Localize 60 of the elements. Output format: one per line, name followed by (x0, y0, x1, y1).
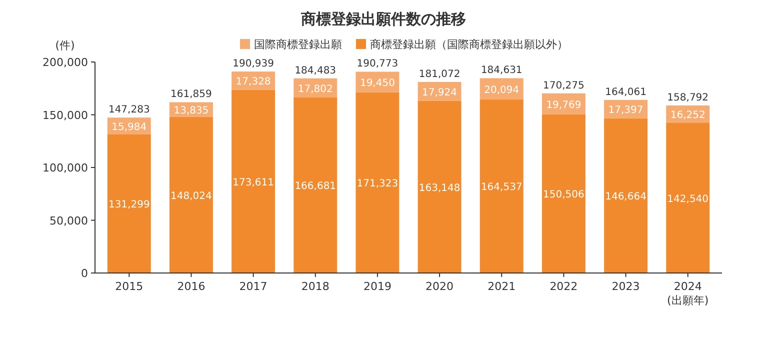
y-tick-label: 0 (81, 267, 88, 280)
total-label: 147,283 (108, 104, 150, 116)
data-label: 166,681 (294, 181, 336, 192)
data-label: 164,537 (480, 182, 522, 194)
x-tick-label: 2023 (612, 280, 640, 293)
x-axis-title: (出願年) (667, 294, 709, 307)
x-tick-label: 2022 (550, 280, 578, 293)
total-label: 181,072 (418, 68, 460, 80)
y-axis-title: (件) (55, 39, 75, 52)
total-label: 190,939 (232, 58, 274, 70)
x-tick-label: 2020 (426, 280, 454, 293)
x-tick-label: 2021 (488, 280, 516, 293)
x-tick-label: 2017 (239, 280, 268, 293)
data-label: 16,252 (670, 110, 706, 122)
data-label: 19,769 (546, 100, 582, 111)
data-label: 146,664 (605, 192, 646, 203)
data-label: 163,148 (418, 182, 460, 194)
x-tick-label: 2018 (301, 280, 330, 293)
x-tick-label: 2016 (177, 280, 206, 293)
bar (107, 134, 151, 273)
legend-label: 商標登録出願（国際商標登録出願以外） (370, 38, 568, 51)
data-label: 131,299 (108, 200, 150, 211)
total-label: 190,773 (356, 58, 398, 70)
chart-title: 商標登録出願件数の推移 (300, 10, 466, 28)
bar (169, 116, 213, 273)
data-label: 148,024 (170, 190, 212, 202)
y-tick-label: 50,000 (50, 214, 88, 228)
data-label: 17,802 (298, 84, 333, 95)
total-label: 170,275 (543, 80, 584, 92)
data-label: 19,450 (360, 78, 395, 89)
y-tick-label: 200,000 (42, 56, 88, 69)
bar (666, 122, 710, 273)
legend-label: 国際商標登録出願 (254, 38, 342, 51)
x-tick-label: 2019 (363, 280, 392, 293)
data-label: 173,611 (232, 177, 274, 188)
data-label: 15,984 (112, 122, 147, 134)
y-tick-label: 150,000 (42, 108, 88, 122)
bar (480, 99, 524, 273)
y-tick-label: 100,000 (42, 162, 88, 174)
total-label: 158,792 (667, 92, 709, 104)
total-label: 161,859 (170, 89, 212, 100)
bar (232, 90, 276, 273)
data-label: 17,397 (608, 105, 644, 116)
bar (542, 114, 586, 273)
x-tick-label: 2024 (674, 280, 702, 293)
data-label: 17,328 (236, 76, 271, 88)
data-label: 13,835 (174, 106, 209, 117)
x-tick-label: 2015 (115, 280, 144, 293)
data-label: 20,094 (484, 84, 520, 96)
data-label: 150,506 (543, 190, 584, 201)
data-label: 17,924 (422, 87, 458, 98)
total-label: 184,631 (480, 65, 522, 76)
total-label: 184,483 (294, 65, 336, 76)
data-label: 171,323 (356, 178, 398, 190)
bar (604, 118, 648, 273)
bar (418, 100, 462, 273)
total-label: 164,061 (605, 86, 646, 98)
data-label: 142,540 (667, 194, 709, 205)
bar (356, 92, 400, 273)
bar (294, 97, 338, 273)
